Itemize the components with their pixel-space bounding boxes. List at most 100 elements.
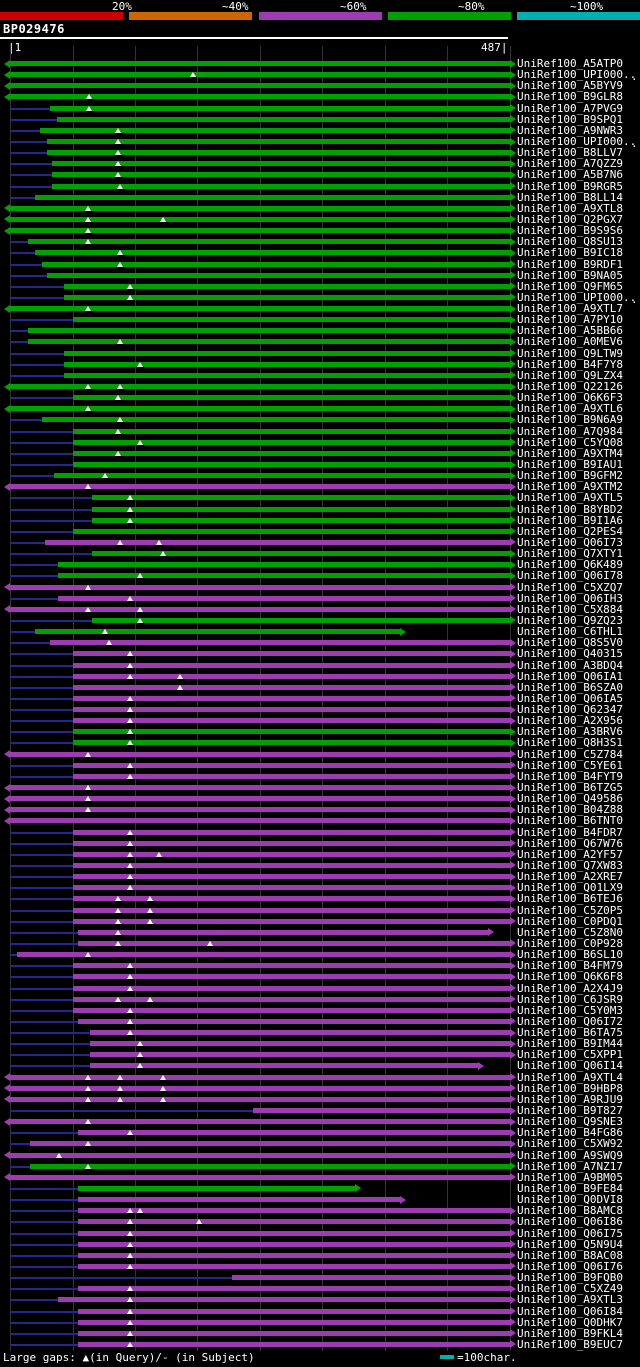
hit-label[interactable]: UniRef100_Q06I84: [517, 1304, 623, 1318]
hit-label[interactable]: UniRef100_C5Z784: [517, 747, 623, 761]
hit-label[interactable]: UniRef100_C5YE61: [517, 758, 623, 772]
hit-bar[interactable]: [10, 751, 510, 757]
hit-bar[interactable]: [72, 851, 510, 857]
hit-bar[interactable]: [77, 1130, 510, 1136]
hit-bar[interactable]: [27, 239, 510, 245]
hit-label[interactable]: UniRef100_C5XZQ7: [517, 580, 623, 594]
hit-label[interactable]: UniRef100_B9FE84: [517, 1181, 623, 1195]
hit-bar[interactable]: [10, 1085, 510, 1091]
hit-label[interactable]: UniRef100_Q5N9U4: [517, 1237, 623, 1251]
hit-label[interactable]: UniRef100_B4FDR7: [517, 825, 623, 839]
hit-bar[interactable]: [52, 161, 510, 167]
hit-label[interactable]: UniRef100_Q06IA5: [517, 691, 623, 705]
hit-bar[interactable]: [10, 61, 510, 66]
hit-bar[interactable]: [10, 818, 510, 824]
hit-label[interactable]: UniRef100_C0P928: [517, 936, 623, 950]
hit-bar[interactable]: [10, 83, 510, 89]
hit-label[interactable]: UniRef100_A9RJU9: [517, 1092, 623, 1106]
hit-bar[interactable]: [72, 885, 510, 891]
hit-bar[interactable]: [72, 695, 510, 701]
hit-bar[interactable]: [92, 495, 510, 501]
hit-label[interactable]: UniRef100_UPI000..: [517, 68, 637, 82]
hit-bar[interactable]: [72, 918, 510, 924]
hit-label[interactable]: UniRef100_B9IC18: [517, 246, 623, 260]
hit-label[interactable]: UniRef100_Q06I78: [517, 569, 623, 583]
hit-bar[interactable]: [72, 996, 510, 1002]
hit-bar[interactable]: [58, 1297, 510, 1303]
hit-bar[interactable]: [41, 261, 510, 267]
hit-label[interactable]: UniRef100_A7QZZ9: [517, 157, 623, 171]
hit-bar[interactable]: [77, 1319, 510, 1325]
hit-label[interactable]: UniRef100_B4FYT9: [517, 769, 623, 783]
hit-label[interactable]: UniRef100_B9EUC7: [517, 1337, 623, 1351]
hit-label[interactable]: UniRef100_Q06I86: [517, 1215, 623, 1229]
hit-bar[interactable]: [72, 395, 510, 401]
hit-label[interactable]: UniRef100_UPI000..: [517, 135, 637, 148]
hit-bar[interactable]: [50, 640, 510, 646]
hit-label[interactable]: UniRef100_A2YF57: [517, 847, 623, 861]
hit-bar[interactable]: [10, 785, 510, 790]
hit-bar[interactable]: [10, 1174, 510, 1180]
hit-label[interactable]: UniRef100_A7Q984: [517, 424, 623, 438]
hit-bar[interactable]: [10, 306, 510, 311]
hit-label[interactable]: UniRef100_A9XTL7: [517, 302, 623, 315]
hit-bar[interactable]: [72, 896, 510, 902]
hit-label[interactable]: UniRef100_Q0DVI8: [517, 1193, 623, 1207]
hit-bar[interactable]: [47, 272, 510, 278]
hit-bar[interactable]: [27, 328, 510, 334]
hit-label[interactable]: UniRef100_B9S9S6: [517, 224, 623, 238]
hit-label[interactable]: UniRef100_Q01LX9: [517, 881, 623, 895]
hit-bar[interactable]: [50, 105, 510, 111]
hit-bar[interactable]: [77, 940, 510, 946]
hit-bar[interactable]: [72, 762, 510, 768]
hit-label[interactable]: UniRef100_Q8H3S1: [517, 736, 623, 750]
hit-label[interactable]: UniRef100_Q6K6F3: [517, 391, 623, 405]
hit-label[interactable]: UniRef100_C5Z8N0: [517, 925, 623, 939]
hit-label[interactable]: UniRef100_Q6K6F8: [517, 970, 623, 984]
hit-label[interactable]: UniRef100_B6SL10: [517, 948, 623, 961]
hit-label[interactable]: UniRef100_Q06IA1: [517, 669, 623, 683]
hit-label[interactable]: UniRef100_Q7XW83: [517, 858, 623, 872]
hit-label[interactable]: UniRef100_B9NA05: [517, 268, 623, 282]
hit-bar[interactable]: [72, 317, 510, 323]
hit-label[interactable]: UniRef100_A5BYV9: [517, 79, 623, 93]
hit-bar[interactable]: [54, 473, 510, 479]
hit-bar[interactable]: [77, 1185, 355, 1191]
hit-bar[interactable]: [29, 1163, 510, 1169]
hit-bar[interactable]: [77, 1341, 510, 1347]
hit-bar[interactable]: [27, 339, 510, 345]
hit-label[interactable]: UniRef100_Q9LZX4: [517, 368, 623, 382]
hit-bar[interactable]: [10, 228, 510, 234]
hit-bar[interactable]: [72, 729, 510, 735]
hit-bar[interactable]: [10, 216, 510, 222]
hit-label[interactable]: UniRef100_B9GFM2: [517, 469, 623, 483]
hit-label[interactable]: UniRef100_C5X884: [517, 602, 623, 616]
hit-label[interactable]: UniRef100_Q9ZQ23: [517, 613, 623, 627]
hit-label[interactable]: UniRef100_Q06IH3: [517, 591, 623, 605]
hit-bar[interactable]: [72, 684, 510, 690]
hit-bar[interactable]: [10, 1119, 510, 1125]
hit-bar[interactable]: [10, 406, 510, 412]
hit-label[interactable]: UniRef100_A9NWR3: [517, 123, 623, 137]
hit-bar[interactable]: [77, 1197, 400, 1203]
hit-bar[interactable]: [77, 1230, 510, 1236]
hit-bar[interactable]: [10, 1152, 510, 1158]
hit-bar[interactable]: [77, 1018, 510, 1024]
hit-bar[interactable]: [10, 1074, 510, 1080]
hit-label[interactable]: UniRef100_Q06I75: [517, 1226, 623, 1240]
hit-bar[interactable]: [34, 194, 510, 200]
hit-bar[interactable]: [10, 484, 510, 490]
hit-label[interactable]: UniRef100_C5YQ08: [517, 435, 623, 449]
hit-label[interactable]: UniRef100_A5ATP0: [517, 57, 623, 70]
hit-label[interactable]: UniRef100_A2XRE7: [517, 870, 623, 884]
hit-label[interactable]: UniRef100_A9BM05: [517, 1170, 623, 1184]
hit-label[interactable]: UniRef100_Q8SU13: [517, 235, 623, 249]
hit-bar[interactable]: [92, 506, 510, 512]
hit-label[interactable]: UniRef100_B4FG86: [517, 1126, 623, 1140]
hit-bar[interactable]: [34, 629, 400, 634]
hit-bar[interactable]: [77, 1208, 510, 1214]
hit-bar[interactable]: [72, 439, 510, 445]
hit-bar[interactable]: [52, 183, 510, 189]
hit-label[interactable]: UniRef100_A7PVG9: [517, 101, 623, 115]
hit-bar[interactable]: [10, 94, 510, 100]
